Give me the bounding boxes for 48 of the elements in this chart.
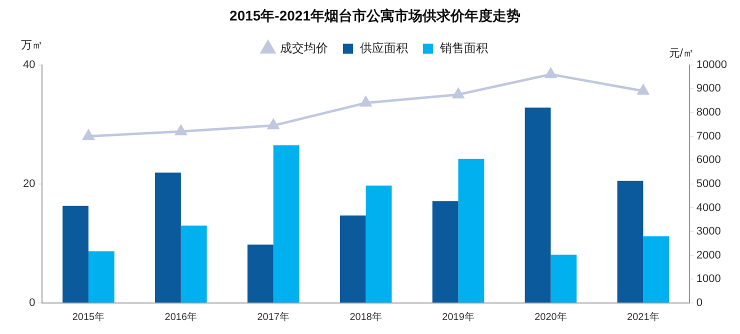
point (82, 130, 94, 140)
point (545, 68, 556, 78)
x-tick-label: 2019年 (442, 310, 474, 323)
legend-label: 供应面积 (360, 41, 408, 56)
point (175, 125, 186, 136)
y2-tick-label: 5000 (696, 178, 721, 190)
y2-tick-label: 0 (696, 297, 703, 310)
y2-tick-label: 10000 (696, 58, 728, 71)
bar (643, 236, 670, 302)
bar (366, 186, 392, 302)
x-tick-label: 2017年 (257, 310, 290, 323)
legend-label: 成交均价 (280, 41, 328, 56)
bar (550, 254, 577, 302)
y2-axis-title: 元/㎡ (668, 47, 694, 60)
y-tick-label: 20 (22, 178, 36, 190)
y-axis-title: 万㎡ (21, 39, 43, 52)
y2-tick-label: 3000 (696, 226, 721, 238)
y2-tick-label: 9000 (696, 82, 721, 95)
x-tick-label: 2015年 (72, 310, 105, 323)
bar (524, 108, 551, 302)
bar (62, 206, 88, 302)
bar (458, 158, 484, 302)
y2-tick-label: 4000 (696, 202, 721, 214)
bar (432, 201, 458, 302)
legend-label: 销售面积 (439, 41, 488, 56)
y-tick-label: 0 (29, 297, 36, 310)
x-tick-label: 2021年 (627, 310, 660, 323)
bar (180, 226, 207, 302)
x-tick-label: 2020年 (534, 310, 567, 323)
bar (88, 251, 114, 302)
bar (340, 215, 366, 302)
y-tick-label: 40 (22, 58, 36, 71)
y2-tick-label: 2000 (696, 249, 721, 262)
y2-tick-label: 1000 (696, 273, 721, 286)
point (360, 96, 372, 107)
y2-tick-label: 6000 (696, 154, 721, 166)
x-tick-label: 2016年 (164, 310, 198, 323)
y2-tick-label: 8000 (696, 106, 721, 118)
point (452, 88, 464, 98)
y2-tick-label: 7000 (696, 130, 721, 142)
bar (155, 172, 181, 302)
bar (273, 145, 300, 302)
chart-title: 2015年-2021年烟台市公寓市场供求价年度走势 (230, 7, 520, 24)
bar (617, 180, 644, 302)
point (268, 119, 279, 130)
point (638, 84, 649, 95)
bar (247, 244, 274, 302)
x-tick-label: 2018年 (350, 310, 382, 323)
